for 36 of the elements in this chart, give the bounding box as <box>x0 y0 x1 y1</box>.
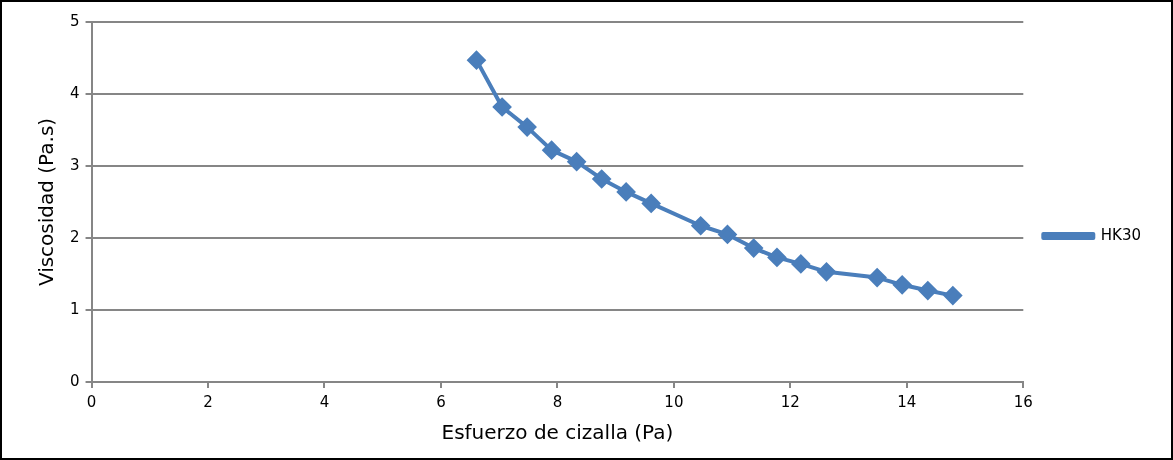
y-tick-label: 3 <box>70 155 80 174</box>
x-tick-label: 12 <box>780 392 800 411</box>
x-tick-label: 0 <box>86 392 97 411</box>
legend-label: HK30 <box>1100 225 1141 244</box>
x-axis-title: Esfuerzo de cizalla (Pa) <box>441 420 674 445</box>
x-tick-label: 8 <box>552 392 563 411</box>
point <box>791 254 810 273</box>
x-tick-label: 4 <box>319 392 330 411</box>
x-tick-label: 14 <box>897 392 917 411</box>
x-tick-label: 2 <box>203 392 213 411</box>
point <box>467 51 486 70</box>
point <box>567 152 586 171</box>
point <box>817 262 836 281</box>
x-tick-label: 6 <box>436 392 446 411</box>
x-tick-label: 16 <box>1013 392 1033 411</box>
point <box>893 275 912 294</box>
y-tick-label: 5 <box>70 11 80 30</box>
point <box>767 248 786 267</box>
point <box>868 268 887 287</box>
point <box>642 194 661 213</box>
point <box>691 216 710 235</box>
point <box>518 118 537 137</box>
point <box>493 97 512 116</box>
point <box>744 239 763 258</box>
point <box>592 169 611 188</box>
point <box>542 141 561 160</box>
y-tick-label: 4 <box>70 83 80 102</box>
y-tick-label: 1 <box>70 299 80 318</box>
point <box>718 225 737 244</box>
y-tick-label: 2 <box>70 227 80 246</box>
x-tick-label: 10 <box>664 392 684 411</box>
point <box>617 182 636 201</box>
point <box>943 286 962 305</box>
point <box>918 281 937 300</box>
y-tick-label: 0 <box>70 371 80 390</box>
y-axis-title: Viscosidad (Pa.s) <box>34 117 59 287</box>
